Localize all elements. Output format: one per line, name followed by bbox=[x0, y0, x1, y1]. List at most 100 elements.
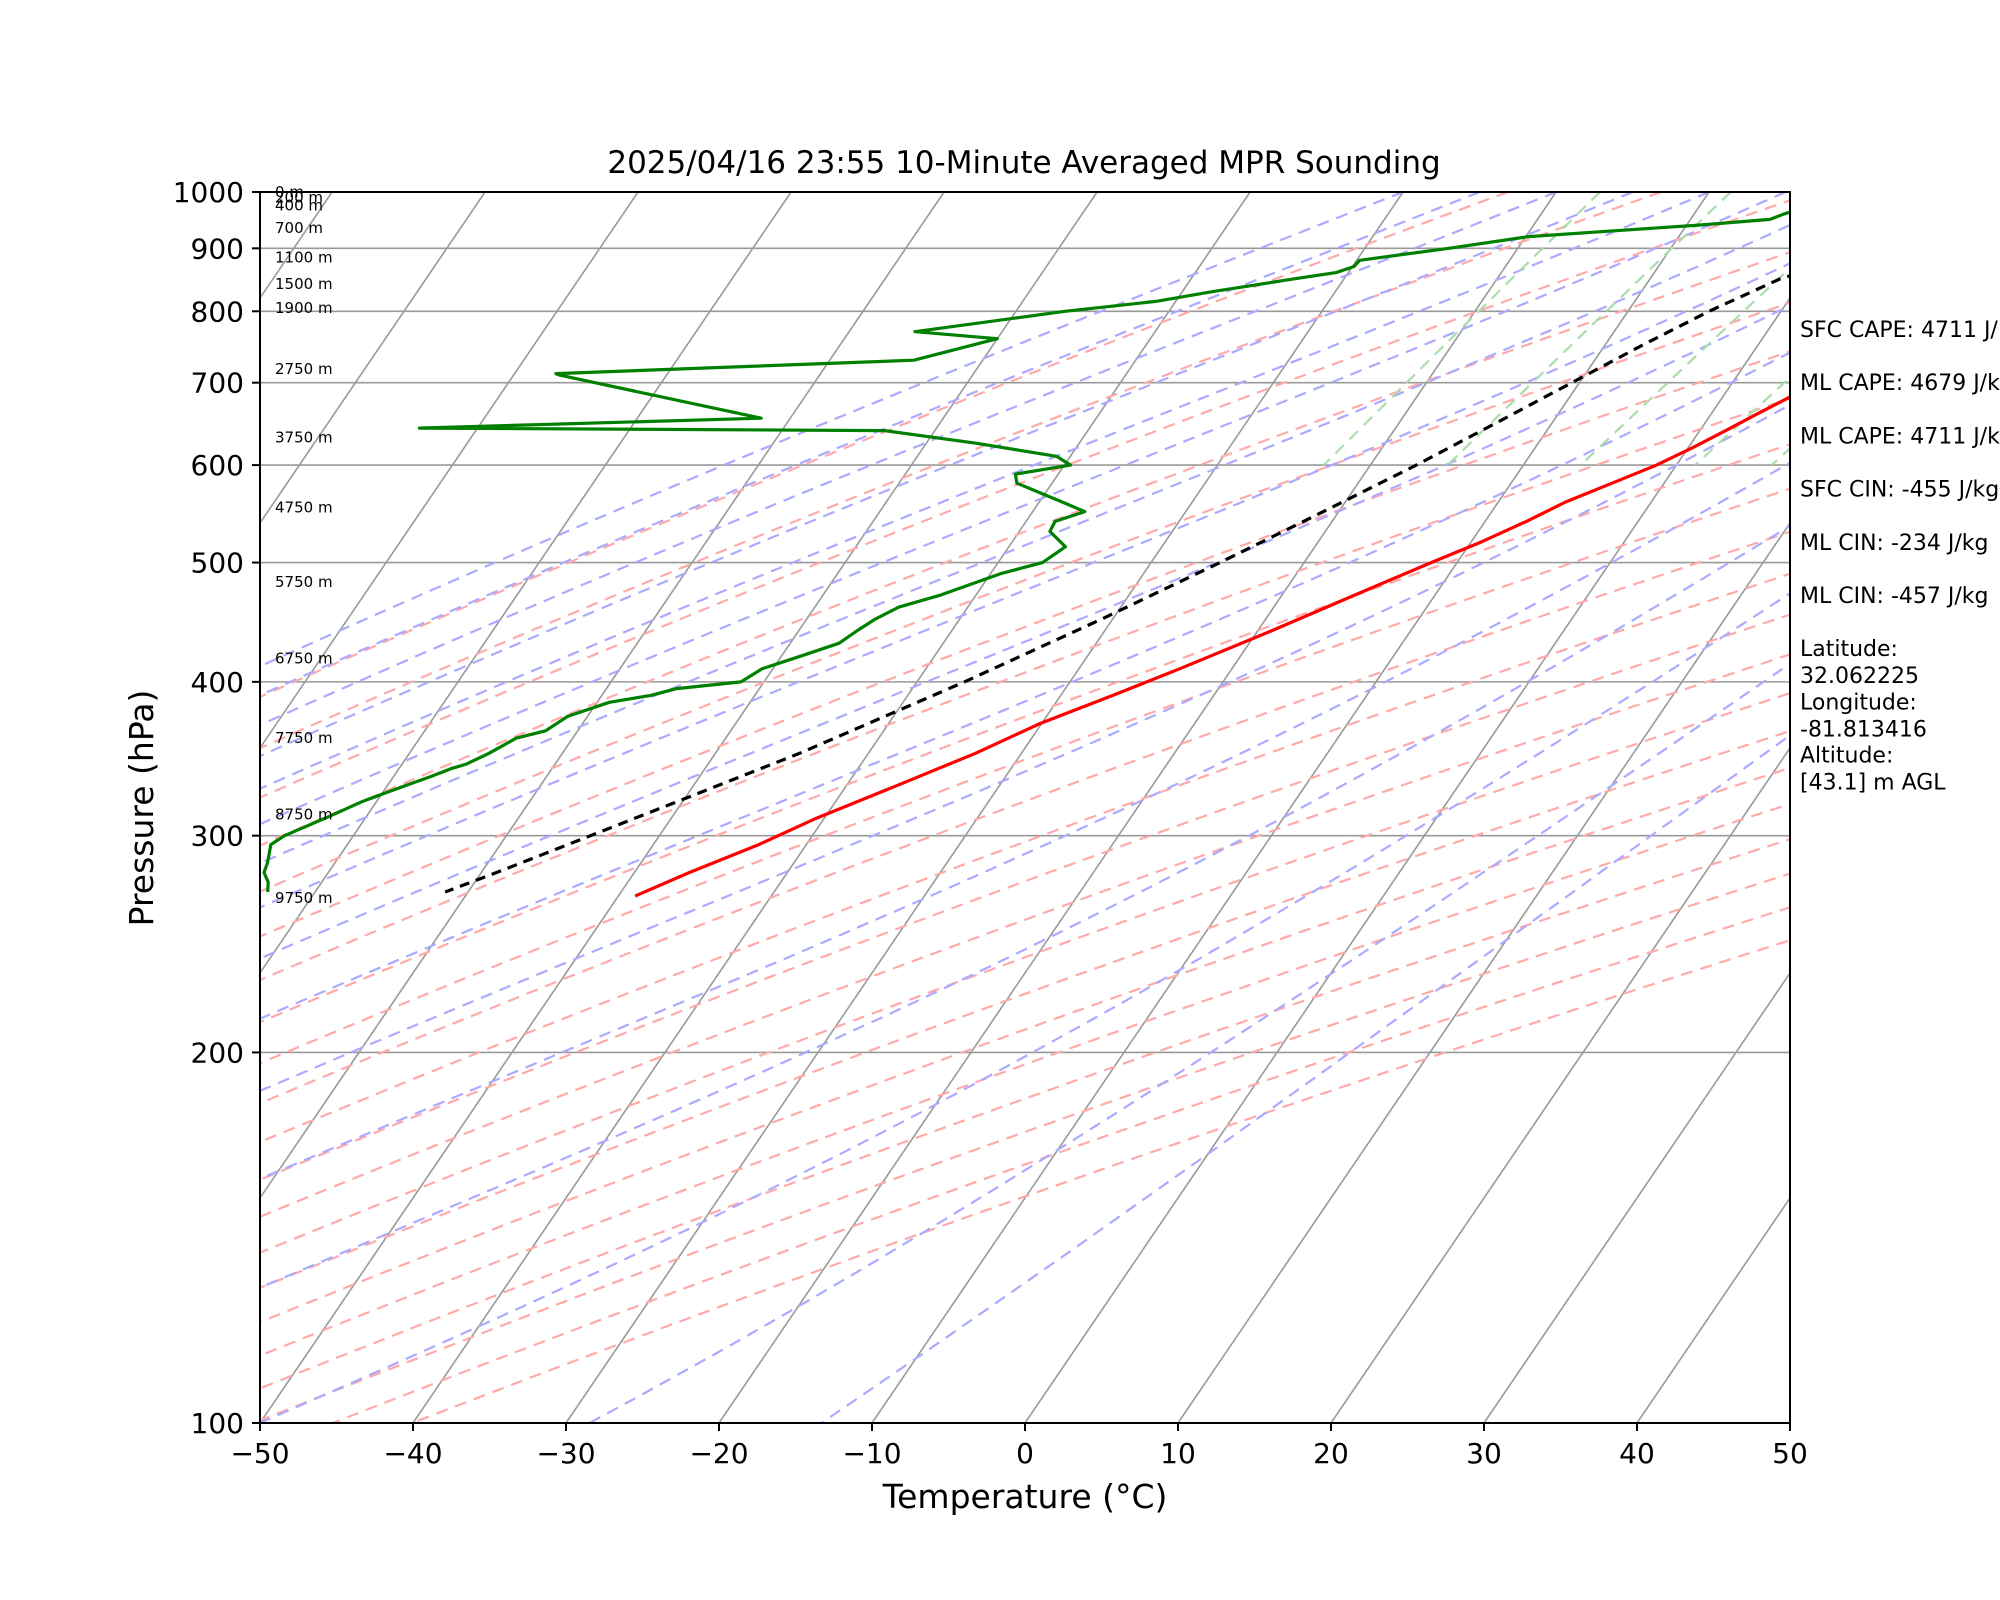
isotherm-line bbox=[412, 192, 1251, 1423]
altitude-label: 2750 m bbox=[275, 360, 333, 378]
mixing-ratio-line bbox=[1322, 192, 1601, 466]
dry-adiabat-line bbox=[260, 530, 1790, 1105]
dry-adiabat-line bbox=[260, 802, 1790, 1357]
isotherm-line bbox=[1636, 1196, 1790, 1423]
moist-adiabat-line bbox=[260, 592, 1790, 1423]
y-axis-title: Pressure (hPa) bbox=[122, 690, 161, 927]
info-line: Longitude: bbox=[1800, 690, 1917, 715]
dry-adiabat-line bbox=[260, 192, 1662, 750]
info-line: Altitude: bbox=[1800, 744, 1893, 769]
info-line: SFC CAPE: 4711 J/ bbox=[1800, 318, 1998, 343]
moist-adiabat-line bbox=[260, 403, 1790, 1093]
info-line: ML CIN: -234 J/kg bbox=[1800, 531, 1988, 556]
isotherm-line bbox=[260, 192, 1098, 1423]
mixing-ratio-line bbox=[1694, 375, 1790, 466]
moist-adiabat-line bbox=[260, 192, 1634, 758]
isotherm-line bbox=[260, 192, 486, 525]
y-tick-label: 300 bbox=[191, 820, 244, 853]
dry-adiabat-line bbox=[260, 192, 1509, 699]
moist-adiabat-line bbox=[260, 304, 1790, 960]
moist-adiabat-line bbox=[588, 662, 1790, 1423]
isotherm-line bbox=[260, 192, 945, 1200]
isotherm-line bbox=[565, 192, 1404, 1423]
y-tick-label: 700 bbox=[191, 367, 244, 400]
background-lines bbox=[0, 192, 1790, 1423]
moist-adiabat-line bbox=[260, 223, 1790, 865]
x-axis-ticks: −50 −40 −30 −20 −10 0 10 20 30 40 50 bbox=[230, 1423, 1808, 1470]
x-tick-label: −30 bbox=[536, 1437, 595, 1470]
altitude-label: 7750 m bbox=[275, 729, 333, 747]
dewpoint-profile-line bbox=[262, 210, 1790, 893]
dry-adiabat-line bbox=[260, 613, 1790, 1182]
moist-adiabat-line bbox=[260, 461, 1790, 1181]
parcel-path-line bbox=[444, 274, 1790, 894]
x-tick-label: −40 bbox=[383, 1437, 442, 1470]
moist-adiabat-line bbox=[260, 524, 1790, 1289]
altitude-label: 200 m bbox=[275, 188, 323, 206]
dry-adiabat-line bbox=[260, 251, 1790, 847]
x-tick-label: 30 bbox=[1466, 1437, 1502, 1470]
isotherm-line bbox=[1177, 521, 1790, 1423]
altitude-label: 6750 m bbox=[275, 649, 333, 667]
chart-title: 2025/04/16 23:55 10-Minute Averaged MPR … bbox=[607, 145, 1440, 181]
altitude-label: 1500 m bbox=[275, 275, 333, 293]
moist-adiabat-line bbox=[260, 351, 1790, 1020]
dry-adiabat-line bbox=[260, 397, 1790, 982]
y-tick-label: 800 bbox=[191, 295, 244, 328]
sounding-info-panel: SFC CAPE: 4711 J/ML CAPE: 4679 J/k ML CAP… bbox=[1800, 318, 2000, 796]
x-tick-label: 50 bbox=[1772, 1437, 1808, 1470]
x-axis-title: Temperature (°C) bbox=[882, 1477, 1168, 1516]
altitude-label: 4750 m bbox=[275, 499, 333, 517]
isotherm-line bbox=[871, 192, 1710, 1423]
x-tick-label: −10 bbox=[842, 1437, 901, 1470]
isotherm-line bbox=[718, 192, 1557, 1423]
dry-adiabat-line bbox=[260, 872, 1790, 1422]
dry-adiabat-line bbox=[332, 906, 1790, 1423]
y-tick-label: 500 bbox=[191, 547, 244, 580]
y-tick-label: 1000 bbox=[173, 176, 244, 209]
info-line: ML CAPE: 4679 J/k bbox=[1800, 371, 2000, 396]
isotherm-line bbox=[260, 192, 639, 750]
altitude-label: 3750 m bbox=[275, 428, 333, 446]
isotherm-line bbox=[1024, 296, 1790, 1423]
altitude-label: 8750 m bbox=[275, 806, 333, 824]
dry-adiabat-line bbox=[260, 653, 1790, 1218]
y-tick-label: 200 bbox=[191, 1036, 244, 1069]
moist-adiabat-line bbox=[260, 192, 1404, 668]
moist-adiabat-line bbox=[260, 192, 1710, 790]
info-line: SFC CIN: -455 J/kg bbox=[1800, 478, 1999, 503]
info-line: ML CAPE: 4711 J/k bbox=[1800, 424, 2000, 449]
x-tick-label: −50 bbox=[230, 1437, 289, 1470]
isotherm-line bbox=[1330, 746, 1790, 1423]
dry-adiabat-line bbox=[260, 729, 1790, 1290]
temperature-profile-line bbox=[634, 395, 1790, 898]
moist-adiabat-line bbox=[260, 192, 1787, 826]
plot-frame bbox=[259, 191, 1791, 1424]
info-line: Latitude: bbox=[1800, 637, 1898, 662]
altitude-label: 400 m bbox=[275, 197, 323, 215]
altitude-label: 1100 m bbox=[275, 248, 333, 266]
altitude-label: 0 m bbox=[275, 183, 304, 201]
x-tick-label: 10 bbox=[1160, 1437, 1196, 1470]
y-tick-label: 900 bbox=[191, 232, 244, 265]
moist-adiabat-line bbox=[260, 192, 1557, 727]
x-tick-label: −20 bbox=[689, 1437, 748, 1470]
y-tick-label: 100 bbox=[191, 1407, 244, 1440]
dry-adiabat-line bbox=[260, 838, 1790, 1390]
isotherm-line bbox=[260, 192, 792, 975]
altitude-label: 9750 m bbox=[275, 889, 333, 907]
isotherm-line bbox=[0, 192, 26, 1423]
y-axis-ticks: 1000 900 800 700 600 500 400 300 200 100 bbox=[173, 176, 260, 1440]
dry-adiabat-line bbox=[260, 301, 1790, 893]
altitude-label: 700 m bbox=[275, 219, 323, 237]
sounding-lines bbox=[262, 210, 1790, 898]
altitude-label: 5750 m bbox=[275, 573, 333, 591]
x-tick-label: 40 bbox=[1619, 1437, 1655, 1470]
x-tick-label: 0 bbox=[1016, 1437, 1034, 1470]
altitude-label: 1900 m bbox=[275, 299, 333, 317]
x-tick-label: 20 bbox=[1313, 1437, 1349, 1470]
info-line: [43.1] m AGL bbox=[1800, 771, 1946, 796]
y-tick-label: 600 bbox=[191, 449, 244, 482]
